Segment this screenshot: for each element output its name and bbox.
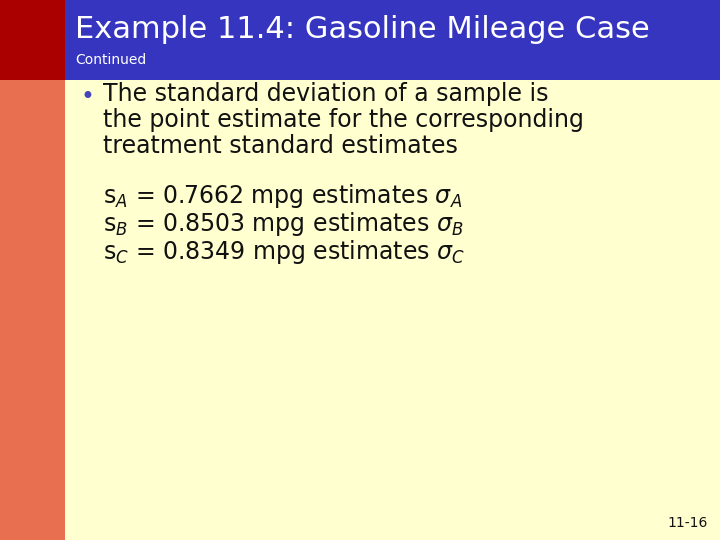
Text: 11-16: 11-16 [667,516,708,530]
Text: Continued: Continued [75,53,146,67]
Text: s$_C$ = 0.8349 mpg estimates $\sigma$$_C$: s$_C$ = 0.8349 mpg estimates $\sigma$$_C… [103,238,465,266]
Text: s$_B$ = 0.8503 mpg estimates $\sigma$$_B$: s$_B$ = 0.8503 mpg estimates $\sigma$$_B… [103,210,464,238]
Text: •: • [81,85,95,109]
Text: the point estimate for the corresponding: the point estimate for the corresponding [103,108,584,132]
Bar [0,0,65,80]
Text: The standard deviation of a sample is: The standard deviation of a sample is [103,82,549,106]
Text: s$_A$ = 0.7662 mpg estimates $\sigma$$_A$: s$_A$ = 0.7662 mpg estimates $\sigma$$_A… [103,182,462,210]
Bar [0,80,65,540]
Bar [0,0,720,80]
Text: treatment standard estimates: treatment standard estimates [103,134,458,158]
Text: Example 11.4: Gasoline Mileage Case: Example 11.4: Gasoline Mileage Case [75,16,649,44]
